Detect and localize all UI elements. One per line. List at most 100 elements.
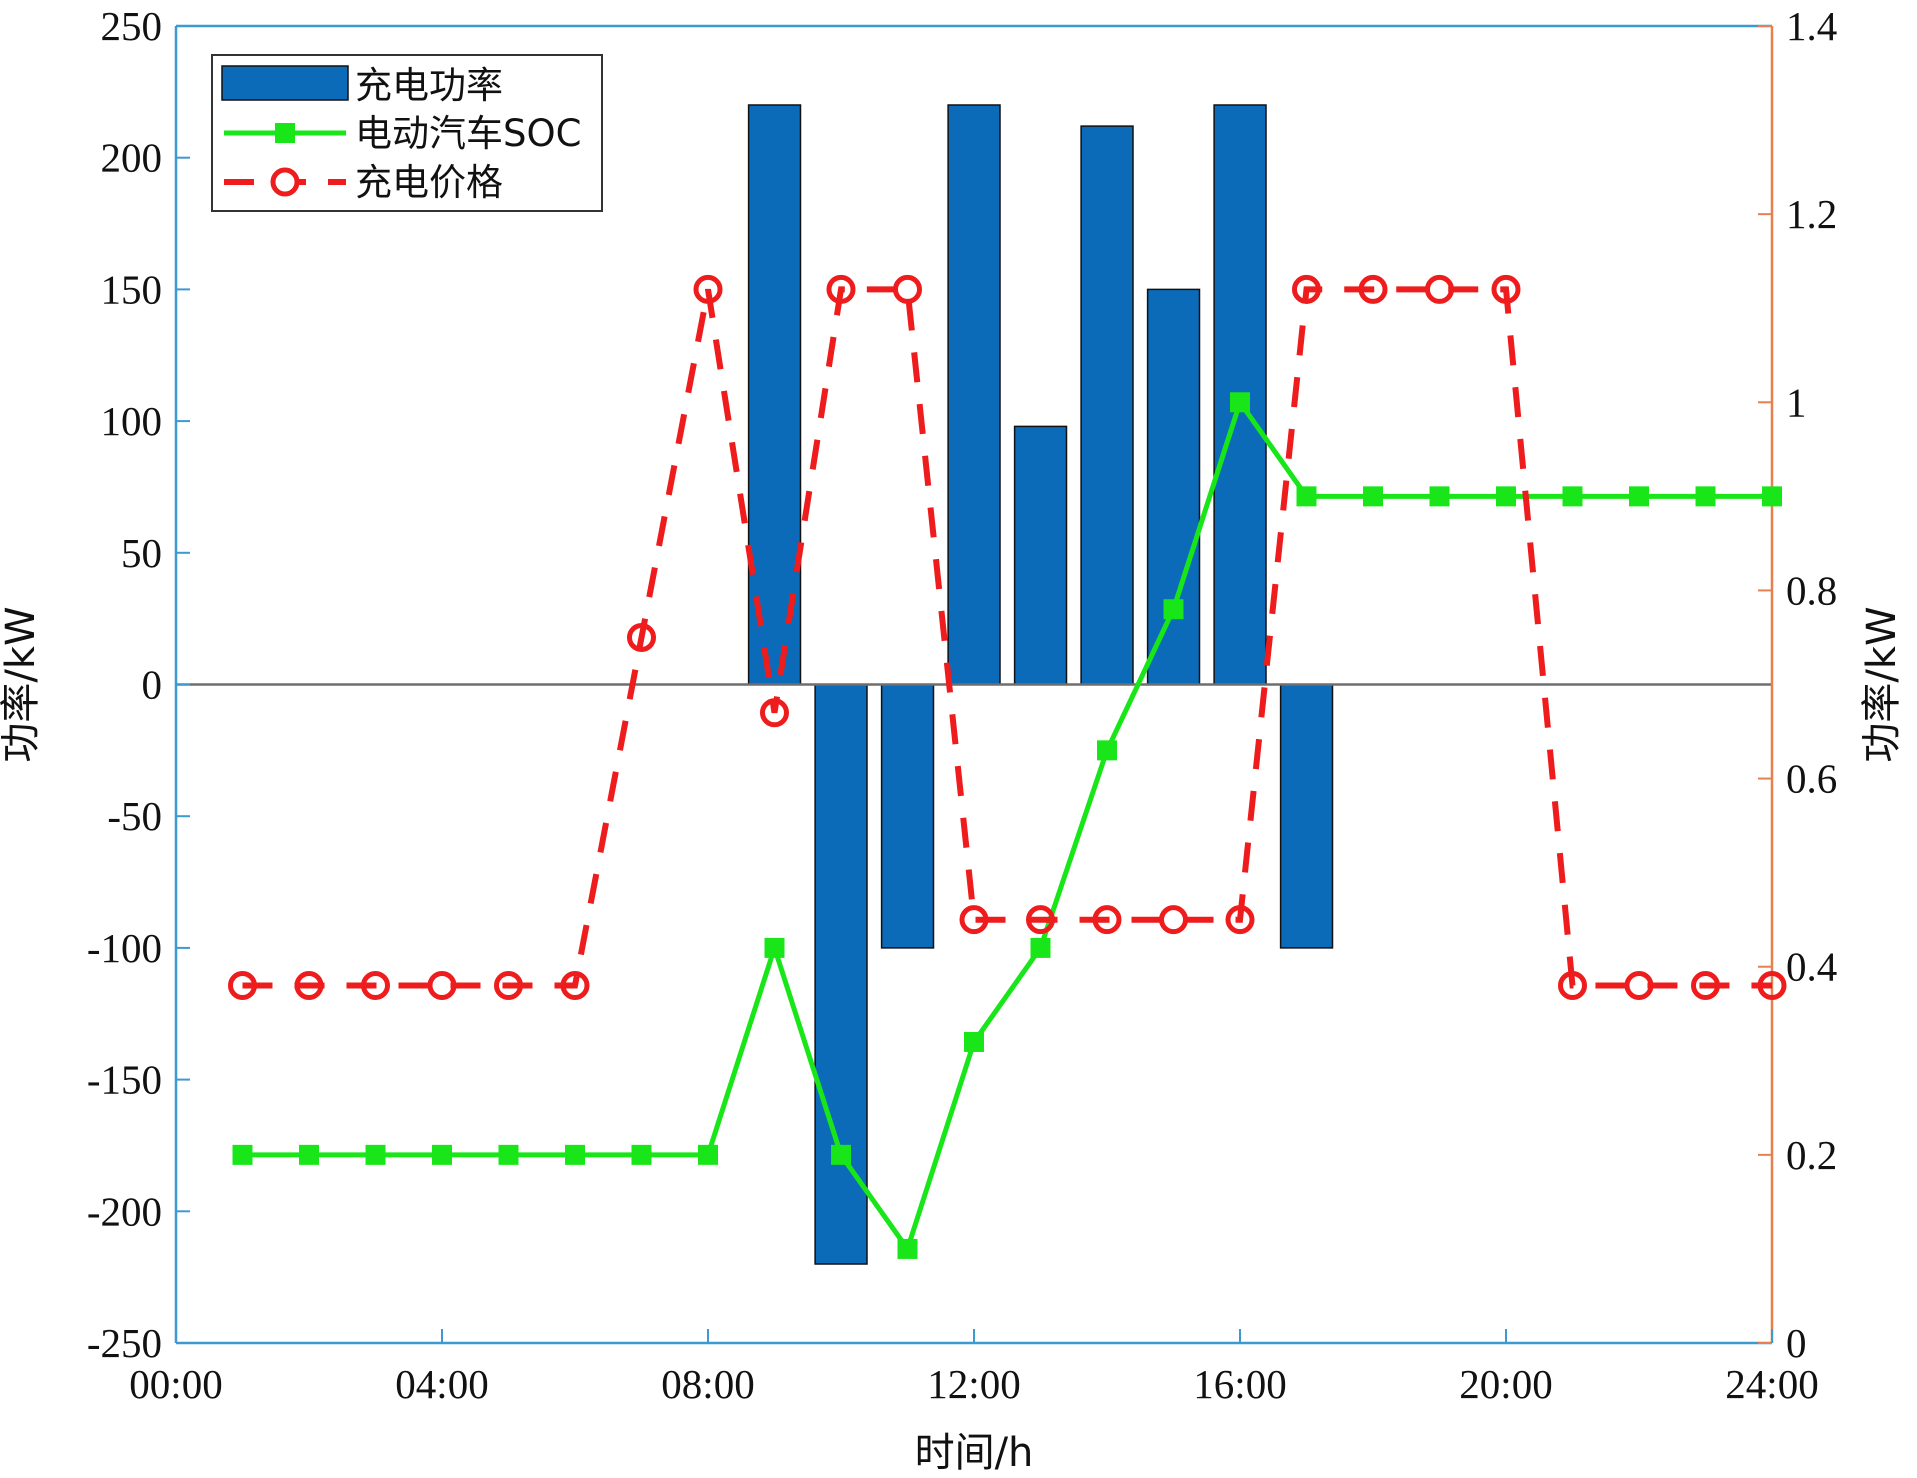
left-tick-label: -200 xyxy=(87,1188,162,1234)
legend-label-charging-price: 充电价格 xyxy=(355,161,503,204)
charging-price-marker xyxy=(893,274,922,304)
left-tick-label: 50 xyxy=(121,530,162,576)
charging-price-marker xyxy=(627,622,656,652)
charging-price-marker xyxy=(1225,905,1255,935)
ev-soc-marker xyxy=(1163,599,1184,620)
ev-soc-marker xyxy=(1695,486,1716,507)
charging-price-marker xyxy=(959,905,989,935)
axis-labels-layer: 时间/h 功率/kW 功率/kW xyxy=(0,606,1905,1476)
ev-soc-marker xyxy=(897,1238,918,1259)
charging-price-marker xyxy=(1026,905,1055,935)
charging-price-marker xyxy=(560,971,590,1001)
ev-soc-marker xyxy=(1496,486,1516,507)
right-tick-label: 1.2 xyxy=(1786,191,1837,237)
ev-soc-marker xyxy=(1296,486,1317,507)
charging-price-marker xyxy=(1358,274,1388,304)
right-tick-label: 0 xyxy=(1786,1320,1807,1366)
ev-soc-marker xyxy=(1429,486,1450,507)
ev-soc-marker xyxy=(1762,486,1782,507)
ev-soc-marker xyxy=(1230,392,1250,413)
ev-soc-marker xyxy=(498,1144,519,1165)
right-tick-label: 1 xyxy=(1786,379,1807,425)
x-tick-label: 00:00 xyxy=(129,1361,222,1407)
ev-soc-marker xyxy=(1562,486,1583,507)
bar-14 xyxy=(1080,125,1134,686)
charging-price-marker xyxy=(693,274,723,304)
charging-price-marker xyxy=(1624,971,1654,1001)
charging-price-marker xyxy=(1425,274,1454,304)
left-tick-label: 250 xyxy=(101,3,163,49)
ev-soc-line xyxy=(242,399,1772,1252)
ev-soc-marker xyxy=(232,1144,253,1165)
legend-swatch-charging-power xyxy=(221,65,349,101)
right-tick-label: 0.4 xyxy=(1786,944,1837,990)
charging-price-marker xyxy=(1159,905,1188,935)
bar-16 xyxy=(1213,104,1267,686)
x-tick-label: 16:00 xyxy=(1193,1361,1286,1407)
x-tick-label: 20:00 xyxy=(1459,1361,1552,1407)
charging-price-marker xyxy=(228,971,257,1001)
right-tick-label: 0.6 xyxy=(1786,756,1837,802)
legend-label-charging-power: 充电功率 xyxy=(355,64,503,107)
charging-price-marker xyxy=(1092,905,1122,935)
left-tick-label: -150 xyxy=(87,1057,162,1103)
ev-soc-marker xyxy=(764,937,785,958)
lines-layer xyxy=(228,274,1787,1259)
bar-9 xyxy=(747,104,802,686)
bars-layer xyxy=(747,104,1334,1265)
ev-soc-marker xyxy=(964,1031,984,1052)
charging-price-marker xyxy=(427,971,457,1001)
bar-12 xyxy=(947,104,1001,686)
right-tick-label: 1.4 xyxy=(1786,3,1837,49)
right-tick-label: 0.8 xyxy=(1786,567,1837,613)
ev-soc-marker xyxy=(1030,937,1051,958)
ev-soc-marker xyxy=(432,1144,452,1165)
bar-15 xyxy=(1146,288,1201,686)
left-tick-label: 100 xyxy=(101,398,163,444)
right-tick-label: 0.2 xyxy=(1786,1132,1837,1178)
left-y-axis-label: 功率/kW xyxy=(0,606,44,762)
left-tick-label: 150 xyxy=(101,266,163,312)
charging-price-marker xyxy=(1491,274,1521,304)
left-tick-label: 200 xyxy=(101,135,163,181)
legend-swatch-ev-soc xyxy=(224,123,346,143)
right-y-axis-label: 功率/kW xyxy=(1859,606,1905,762)
charging-price-marker xyxy=(1292,274,1321,304)
ev-soc-marker xyxy=(565,1144,585,1165)
charging-price-marker xyxy=(1558,971,1587,1001)
charging-price-marker xyxy=(361,971,390,1001)
bar-10 xyxy=(814,683,868,1265)
bar-13 xyxy=(1013,425,1068,686)
charging-price-marker xyxy=(294,971,324,1001)
legend-swatch-charging-price xyxy=(224,167,346,197)
ev-soc-marker xyxy=(1629,486,1649,507)
ev-soc-marker xyxy=(698,1144,718,1165)
bar-17 xyxy=(1279,683,1334,949)
x-tick-label: 12:00 xyxy=(927,1361,1020,1407)
legend-soc-marker xyxy=(275,123,295,143)
left-tick-label: -250 xyxy=(87,1320,162,1366)
legend-label-ev-soc: 电动汽车SOC xyxy=(355,112,581,155)
x-tick-label: 08:00 xyxy=(661,1361,754,1407)
charging-price-marker xyxy=(826,274,856,304)
charging-price-line xyxy=(242,286,1772,989)
axes-layer: -250 -200 -150 -100 -50 0 50 100 150 200 250 0 0.2 0.… xyxy=(87,3,1837,1407)
ev-soc-marker xyxy=(831,1144,851,1165)
charging-price-marker xyxy=(1691,971,1720,1001)
x-tick-label: 04:00 xyxy=(395,1361,488,1407)
ev-soc-marker xyxy=(1097,740,1117,761)
x-axis-label: 时间/h xyxy=(915,1430,1034,1476)
ev-soc-marker xyxy=(365,1144,386,1165)
charging-price-marker xyxy=(494,971,523,1001)
legend: 充电功率 电动汽车SOC 充电价格 xyxy=(211,54,603,212)
ev-soc-marker xyxy=(1363,486,1383,507)
x-tick-label: 24:00 xyxy=(1725,1361,1818,1407)
ev-soc-marker xyxy=(299,1144,319,1165)
charging-price-marker xyxy=(1757,971,1787,1001)
charging-price-marker xyxy=(760,698,789,728)
legend-price-marker xyxy=(270,167,300,197)
ev-soc-marker xyxy=(631,1144,652,1165)
left-tick-label: -50 xyxy=(107,793,162,839)
